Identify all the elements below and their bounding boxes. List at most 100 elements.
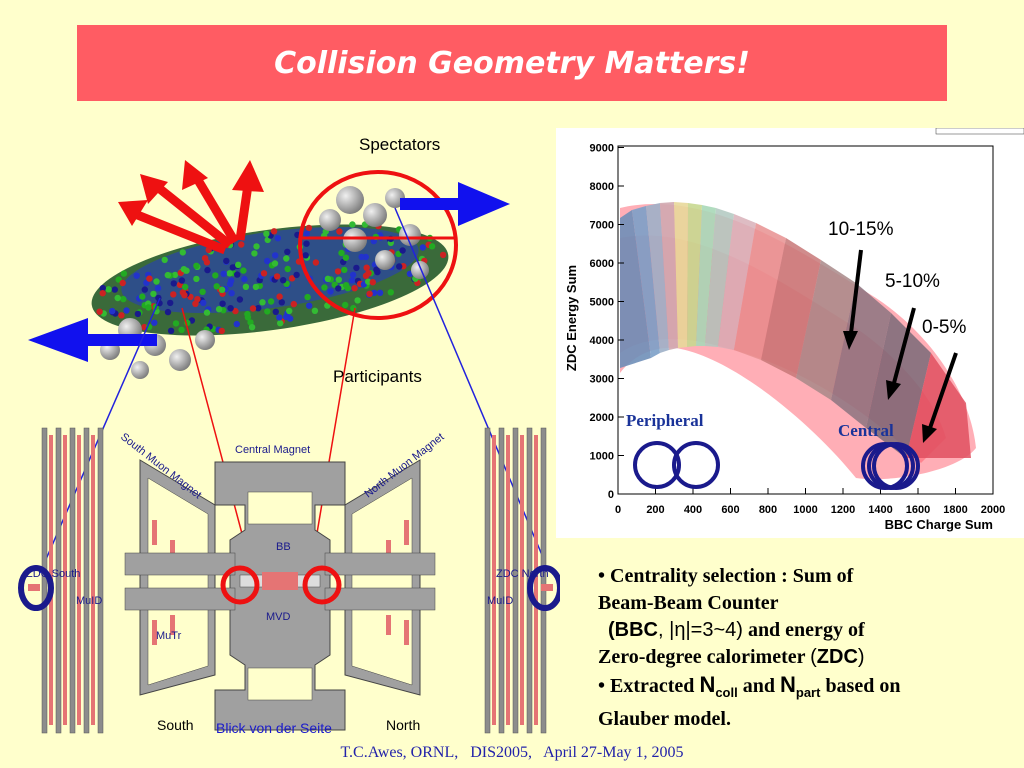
annot-0-5: 0-5% [922,317,966,338]
nucleon-dot [327,288,334,295]
nucleon-dot [161,256,168,264]
nucleon-dot [277,320,284,327]
nucleon-dot [227,277,235,284]
nucleon-dot [213,283,220,290]
nucleon-dot [145,304,152,311]
peripheral-label: Peripheral [626,411,704,430]
nucleon-dot [334,268,342,275]
nucleon-dot [153,278,160,285]
nucleon-dot [336,228,343,235]
y-ticks: 0 1000 2000 3000 4000 5000 6000 7000 8000 9000 [590,143,624,501]
muid-left-label: MuID [76,595,102,607]
nucleon-dot [219,300,226,307]
nucleon-dot [419,244,426,251]
south-label: South [157,717,194,733]
nucleon-dot [305,224,313,232]
nucleon-dot [335,285,342,292]
nucleon-dot [324,275,331,282]
nucleon-dot [259,299,266,306]
nucleon-dot [270,228,278,235]
nucleon-dot [228,290,235,297]
y-tick-label: 4000 [590,335,614,347]
nucleon-dot [342,282,350,289]
b2-and: and [742,675,775,697]
y-tick-label: 2000 [590,412,614,424]
nucleon-dot [263,230,270,237]
nucleon-dot [283,255,290,262]
nucleon-dot [399,247,406,254]
ncoll-symbol: N [699,672,716,697]
y-tick-label: 5000 [590,297,614,309]
nucleon-dot [273,273,281,280]
nucleon-dot [212,272,219,279]
nucleon-dot [182,283,189,291]
ncoll-sub: coll [715,685,738,700]
zdc-north-ring [527,565,560,611]
y-tick-label: 3000 [590,374,614,386]
title-banner: Collision Geometry Matters! [77,25,947,101]
nucleon-dot [109,307,116,315]
participants-label: Participants [333,367,422,386]
spectators-label: Spectators [359,135,440,154]
nucleon-dot [255,305,262,312]
x-tick-label: 800 [759,504,777,516]
nucleon-dot [276,314,283,321]
nucleon-dot [341,266,348,274]
nucleon-dot [311,307,319,314]
nucleon-dot [302,252,309,259]
mvd-label: MVD [266,611,291,623]
central-label: Central [838,421,894,440]
nucleon-dot [351,285,358,292]
nucleon-dot [233,320,240,328]
b1-line1: Centrality selection : Sum of [610,565,854,587]
nucleon-dot [235,261,242,268]
nucleon-dot [164,308,172,316]
nucleon-dot [387,289,394,296]
nucleon-dot [342,254,350,261]
y-tick-label: 7000 [590,220,614,232]
b2-line2: Glauber model. [598,708,731,730]
b1-line2: Beam-Beam Counter [598,592,779,614]
nucleon-dot [193,262,200,269]
nucleon-dot [172,320,180,327]
b1-zdc: ZDC [816,646,858,668]
nucleon-dot [120,295,127,303]
nucleon-dot [306,302,313,309]
nucleon-dot [278,299,285,306]
nucleon-dot [120,270,128,277]
nucleon-dot [167,299,174,307]
x-tick-label: 1400 [868,504,892,516]
nucleon-dot [288,275,296,282]
b1-mid: and energy of [747,619,865,641]
b1-line4: Zero-degree calorimeter [598,646,806,668]
nucleon-dot [227,305,234,312]
centrality-plot: ZDC Energy Sum BBC Charge Sum 0 200 400 600… [556,127,1024,538]
nucleon-dot [303,240,310,247]
x-tick-label: 200 [646,504,664,516]
nucleon-dot [249,305,257,312]
bullet-2: • Extracted Ncoll and Npart based on Gla… [598,672,901,730]
spectator-ring [298,170,458,320]
nucleon-dot [271,260,279,267]
nucleon-dot [272,252,279,259]
nucleon-dot [179,249,186,256]
nucleon-dot [354,297,361,304]
nucleon-dot [253,243,260,250]
nucleon-dot [342,301,349,309]
y-tick-label: 6000 [590,258,614,270]
nucleon-dot [349,221,356,228]
nucleon-dot [141,286,148,293]
muid-right-label: MuID [487,595,513,607]
nucleon-dot [276,293,283,300]
nucleon-dot [244,314,252,321]
beam-arrows [28,182,510,362]
nucleon-dot [373,266,380,273]
nucleon-dot [139,293,146,300]
annot-5-10: 5-10% [885,271,940,292]
nucleon-dot [260,270,268,277]
nucleon-dot [286,307,293,315]
nucleon-dot [229,264,236,271]
nucleon-dot [252,283,260,291]
nucleon-dot [223,257,230,265]
zdc-south-label: ZDC South [26,568,80,580]
